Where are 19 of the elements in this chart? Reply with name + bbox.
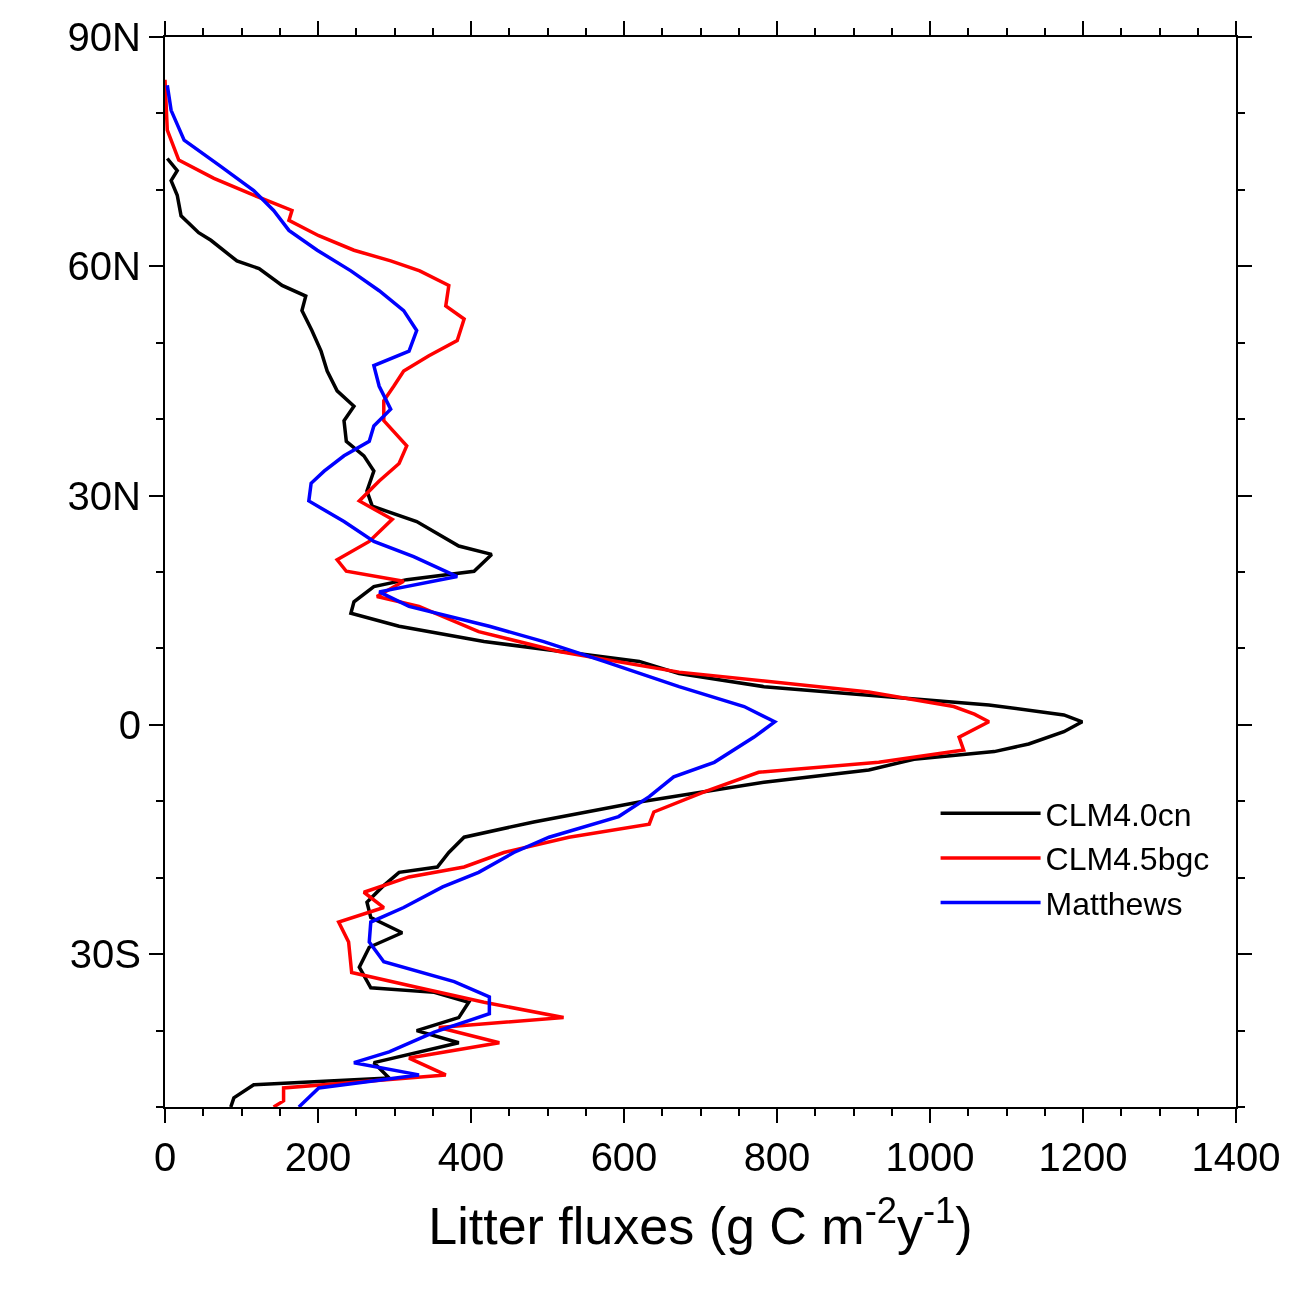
- x-tick-label: 0: [153, 1135, 177, 1179]
- y-tick-label: 60N: [67, 244, 141, 289]
- x-axis-title: Litter fluxes (g C m$^{-2}$y$^{-1}$): [428, 1189, 973, 1256]
- legend-label: CLM4.0cn: [1045, 796, 1192, 833]
- x-tick-label: 200: [284, 1135, 352, 1179]
- legend-label: CLM4.5bgc: [1045, 841, 1210, 878]
- y-tick-label: 30N: [67, 473, 141, 518]
- x-tick-label: 800: [743, 1135, 811, 1179]
- x-tick-label: 1200: [1038, 1135, 1128, 1179]
- y-tick-label: 90N: [67, 15, 141, 59]
- legend-label: Matthews: [1045, 885, 1183, 922]
- x-tick-label: 1400: [1191, 1135, 1281, 1179]
- y-tick-label: 0: [118, 702, 141, 747]
- line-series: [165, 78, 991, 1107]
- line-series: [165, 83, 777, 1107]
- x-tick-label: 1000: [885, 1135, 975, 1179]
- x-tick-label: 400: [437, 1135, 505, 1179]
- x-tick-label: 600: [590, 1135, 658, 1179]
- y-tick-label: 30S: [69, 932, 141, 977]
